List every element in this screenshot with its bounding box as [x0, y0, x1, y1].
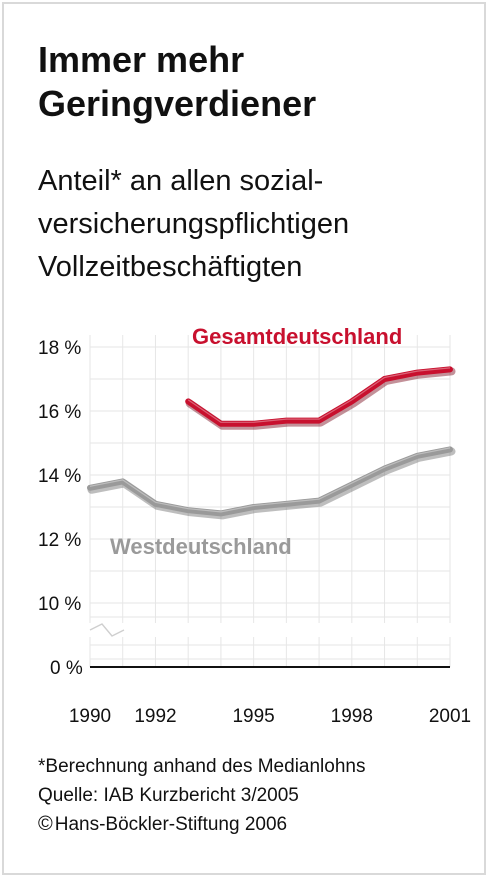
chart-frame — [2, 2, 486, 875]
x-tick-label: 1995 — [232, 706, 274, 727]
series-line-highlight — [187, 367, 451, 423]
series-label: Westdeutschland — [110, 534, 292, 559]
series-label: Gesamtdeutschland — [192, 324, 402, 349]
title-line-2: Geringverdiener — [38, 83, 317, 124]
footnote-copyright: © Hans-Böckler-Stiftung 2006 — [38, 810, 365, 839]
y-tick-label: 12 % — [38, 530, 81, 551]
y-tick-label: 16 % — [38, 402, 81, 423]
y-tick-label: 0 % — [50, 658, 83, 679]
subtitle-line-2: versicherungspflichtigen — [38, 208, 350, 240]
y-tick-label: 14 % — [38, 466, 81, 487]
y-tick-label: 18 % — [38, 338, 81, 359]
chart-subtitle: Anteil* an allen sozial- versicherungspf… — [38, 160, 349, 289]
footnote-method: *Berechnung anhand des Medianlohns — [38, 756, 366, 777]
footnotes: *Berechnung anhand des Medianlohns Quell… — [38, 752, 365, 839]
copyright-text: Hans-Böckler-Stiftung 2006 — [54, 814, 288, 835]
x-tick-label: 1990 — [69, 706, 111, 727]
copyright-icon: © — [38, 813, 53, 835]
y-tick-label: 10 % — [38, 594, 81, 615]
x-tick-label: 2001 — [429, 706, 471, 727]
series-line — [185, 366, 453, 427]
axis-break-gap — [88, 623, 452, 637]
x-tick-label: 1992 — [134, 706, 176, 727]
x-tick-label: 1998 — [331, 706, 373, 727]
line-chart: 18 % 16 % 14 % 12 % 10 % 0 % 1990 1992 1995 1998 2… — [38, 324, 471, 727]
footnote-source: Quelle: IAB Kurzbericht 3/2005 — [38, 785, 299, 806]
axis-break-icon — [89, 623, 125, 637]
series-line — [87, 446, 453, 517]
chart-title: Immer mehr Geringverdiener — [38, 38, 316, 126]
series-line-highlight — [89, 447, 451, 513]
subtitle-line-3: Vollzeitbeschäftigten — [38, 251, 303, 283]
subtitle-line-1: Anteil* an allen sozial- — [38, 165, 324, 197]
title-line-1: Immer mehr — [38, 39, 245, 80]
